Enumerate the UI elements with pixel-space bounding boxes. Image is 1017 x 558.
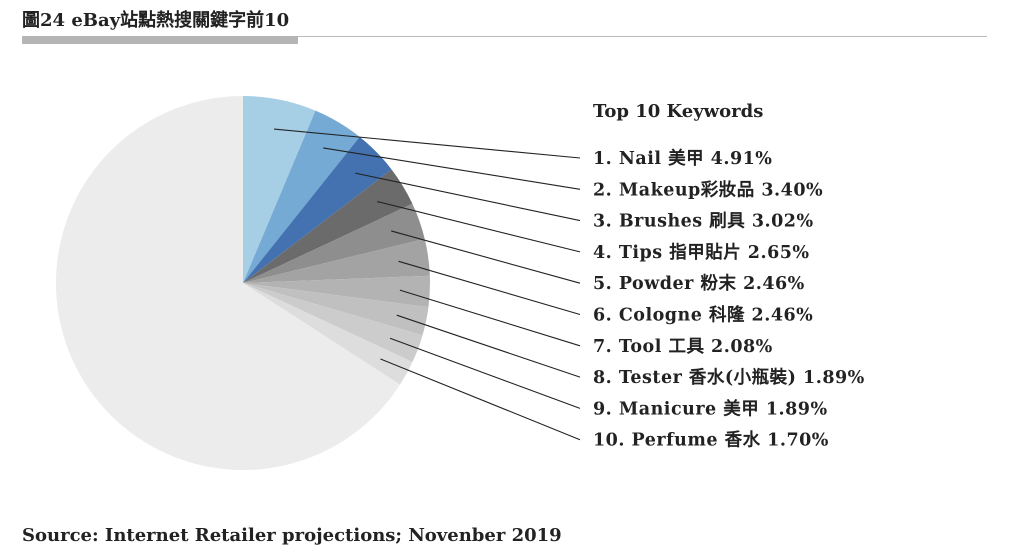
title-accent-bar [22, 36, 298, 44]
leader-line-4 [377, 201, 581, 253]
leader-line-2 [323, 147, 581, 190]
pie-slice-6 [243, 238, 430, 283]
pie-slice-remainder [55, 96, 401, 471]
leader-line-8 [396, 314, 581, 378]
pie-slice-3 [243, 136, 392, 283]
figure-title: 圖24 eBay站點熱搜關鍵字前10 [22, 10, 290, 31]
data-label-6: 6. Cologne 科隆 2.46% [593, 305, 813, 326]
data-label-4: 4. Tips 指甲貼片 2.65% [593, 242, 810, 263]
legend-title: Top 10 Keywords [593, 101, 763, 122]
data-label-10: 10. Perfume 香水 1.70% [593, 430, 829, 451]
leader-line-9 [389, 337, 581, 409]
source-note: Source: Internet Retailer projections; N… [22, 525, 562, 546]
pie-slice-10 [243, 283, 413, 385]
data-label-8: 8. Tester 香水(小瓶裝) 1.89% [593, 367, 865, 388]
leader-line-7 [399, 289, 581, 347]
pie-slice-4 [243, 169, 413, 283]
title-rule [22, 36, 987, 37]
data-label-7: 7. Tool 工具 2.08% [593, 337, 773, 357]
data-label-3: 3. Brushes 刷具 3.02% [593, 212, 814, 232]
leader-line-6 [398, 260, 581, 316]
pie-slice-9 [243, 283, 423, 362]
leader-line-1 [273, 128, 581, 159]
leader-line-10 [380, 358, 581, 441]
pie-slice-1 [243, 96, 316, 283]
data-label-5: 5. Powder 粉末 2.46% [593, 273, 805, 294]
data-label-1: 1. Nail 美甲 4.91% [593, 148, 772, 169]
leader-line-5 [391, 230, 581, 284]
pie-slice-5 [243, 203, 425, 283]
data-label-2: 2. Makeup彩妝品 3.40% [593, 179, 823, 200]
leader-line-3 [355, 172, 581, 222]
data-label-9: 9. Manicure 美甲 1.89% [593, 398, 828, 419]
pie-slice-2 [243, 110, 360, 284]
pie-slice-7 [243, 275, 430, 308]
pie-slice-8 [243, 283, 429, 336]
